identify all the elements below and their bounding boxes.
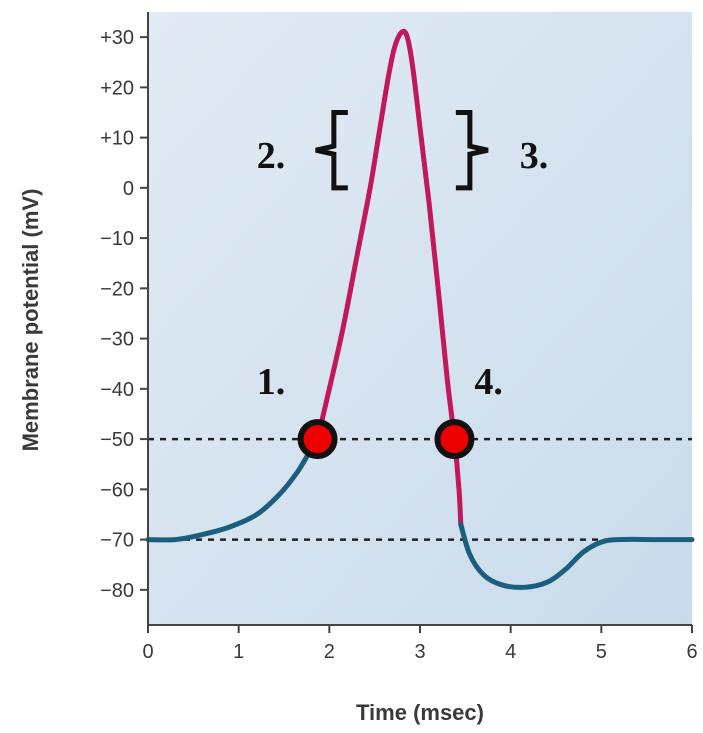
- x-tick-label: 0: [142, 641, 153, 663]
- x-tick-label: 4: [505, 641, 516, 663]
- y-tick-label: −50: [100, 429, 134, 451]
- x-tick-label: 6: [686, 641, 697, 663]
- y-tick-label: +20: [100, 77, 134, 99]
- y-tick-label: −40: [100, 379, 134, 401]
- annotation-1: 1.: [257, 361, 286, 403]
- y-tick-label: −10: [100, 228, 134, 250]
- y-tick-label: −20: [100, 278, 134, 300]
- x-tick-label: 1: [233, 641, 244, 663]
- y-tick-label: −70: [100, 530, 134, 552]
- threshold-marker-1: [297, 419, 338, 460]
- x-axis-title: Time (msec): [356, 700, 484, 725]
- annotation-2: 2.: [257, 135, 286, 177]
- bracket-left: [315, 109, 348, 191]
- series-line-2: [315, 28, 464, 528]
- y-tick-label: 0: [123, 178, 134, 200]
- x-tick-label: 5: [596, 641, 607, 663]
- y-tick-label: +10: [100, 128, 134, 150]
- y-tick-label: −60: [100, 479, 134, 501]
- y-axis-title: Membrane potential (mV): [18, 189, 43, 452]
- series-line-3: [458, 522, 695, 590]
- y-tick-label: +30: [100, 27, 134, 49]
- x-tick-label: 2: [324, 641, 335, 663]
- annotation-4: 4.: [474, 361, 503, 403]
- annotation-3: 3.: [520, 135, 549, 177]
- bracket-right: [455, 109, 489, 191]
- plot-area: [148, 12, 692, 625]
- threshold-marker-2: [434, 419, 475, 460]
- y-tick-label: −80: [100, 580, 134, 602]
- x-tick-label: 3: [414, 641, 425, 663]
- y-tick-label: −30: [100, 329, 134, 351]
